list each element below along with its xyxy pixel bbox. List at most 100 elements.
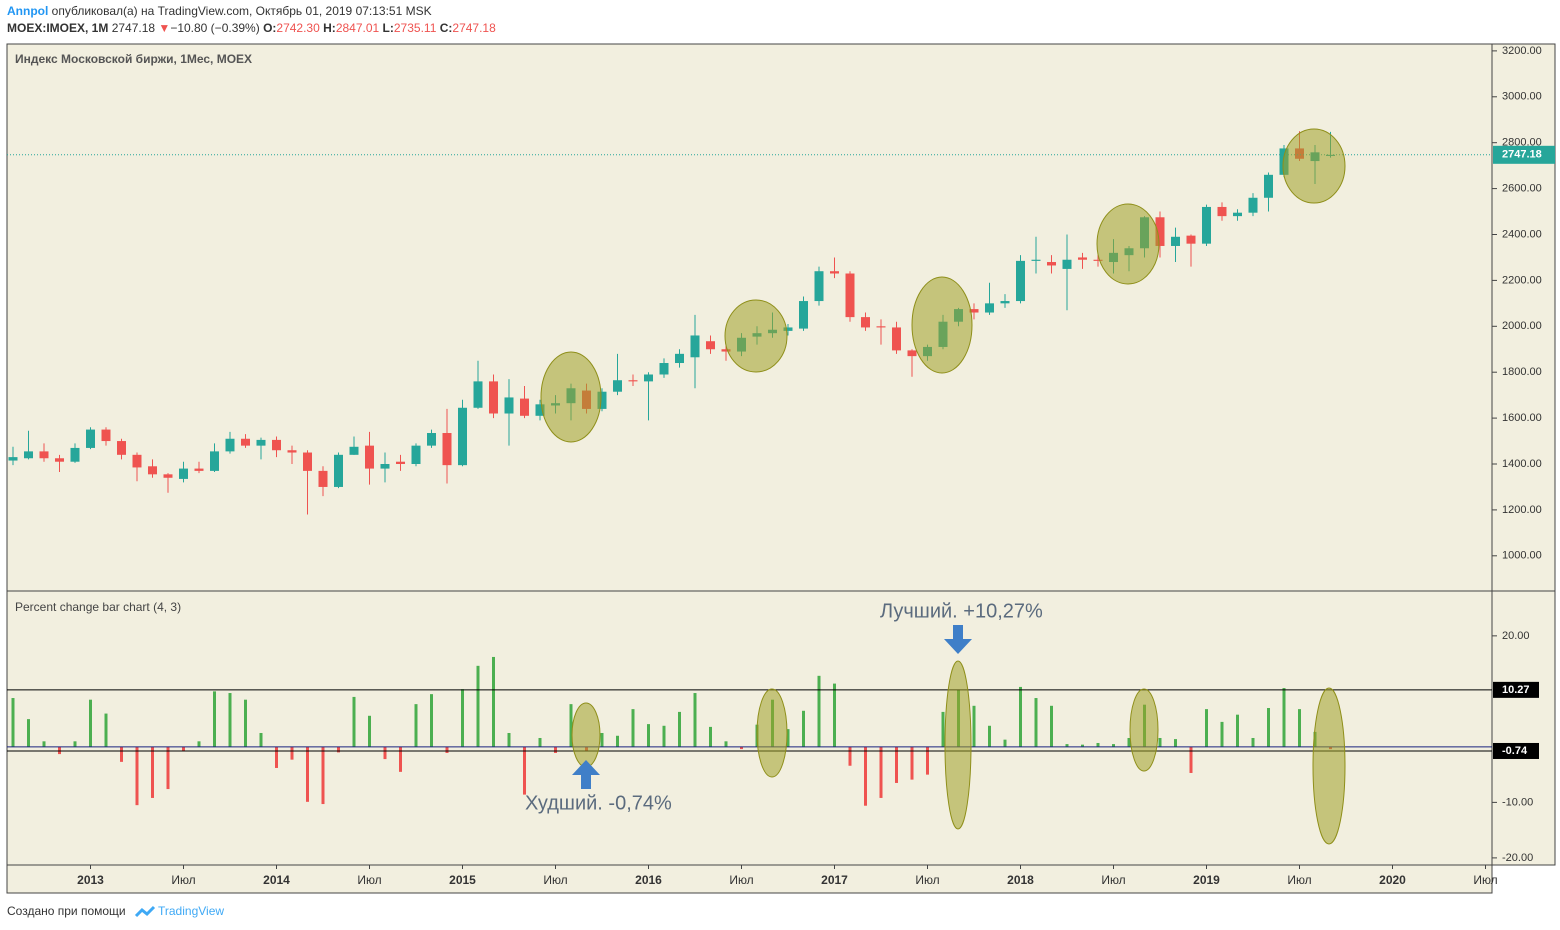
bar (104, 713, 108, 747)
candle-body (535, 404, 545, 416)
bar (1220, 721, 1224, 747)
y-tick-label: 3200.00 (1502, 45, 1542, 57)
x-tick-label: 2020 (1379, 873, 1406, 887)
y-tick-label: 2600.00 (1502, 182, 1542, 194)
bar (1050, 705, 1053, 747)
candle-body (303, 452, 312, 471)
bar (1158, 737, 1162, 747)
bar (197, 741, 201, 747)
candle-body (132, 454, 142, 468)
candle-body (876, 326, 886, 328)
bar (275, 746, 278, 768)
y-tick-label: -10.00 (1502, 796, 1533, 808)
bar (538, 737, 542, 747)
candle-body (86, 429, 95, 448)
arrow-down (944, 625, 972, 654)
bar (647, 724, 650, 747)
arrow-up (572, 760, 600, 789)
chart-area (6, 43, 1493, 866)
x-tick-label: 2016 (635, 873, 662, 887)
bar (228, 693, 232, 747)
bar (848, 746, 852, 766)
candle-body (473, 381, 483, 408)
highlights (540, 128, 1346, 845)
header-line-2: MOEX:IMOEX, 1M 2747.18 ▼−10.80 (−0.39%) … (7, 21, 496, 35)
x-tick-label: 2014 (263, 873, 290, 887)
candle-body (334, 454, 343, 487)
ohlc-value: 2735.11 (394, 21, 437, 35)
bar (73, 741, 77, 747)
footer-brand[interactable]: TradingView (158, 904, 224, 918)
candle-body (520, 398, 529, 416)
bar (693, 693, 697, 747)
bar (1096, 742, 1100, 747)
x-tick-label: Июл (1101, 873, 1125, 887)
main-title: Индекс Московской биржи, 1Мес, MOEX (15, 52, 252, 66)
level-box (1493, 681, 1539, 698)
candle-body (287, 450, 297, 453)
y-tick-label: 1800.00 (1502, 366, 1542, 378)
candle-body (1093, 259, 1103, 261)
bar (383, 746, 387, 760)
bar (476, 665, 480, 747)
bar (1112, 744, 1115, 747)
bar (461, 689, 464, 747)
candle-body (411, 445, 421, 464)
candle-body (783, 327, 793, 331)
change: −10.80 (−0.39%) (170, 21, 259, 35)
bar (802, 710, 805, 747)
candle-body (1171, 236, 1180, 246)
bar (1081, 744, 1084, 747)
bar (1065, 744, 1069, 747)
price-axis (1491, 43, 1556, 866)
bar (616, 735, 619, 747)
author[interactable]: Annpol (7, 4, 48, 18)
bar (631, 709, 635, 747)
candle-body (70, 447, 80, 462)
candle-body (814, 271, 824, 302)
bar (817, 675, 821, 747)
bar (678, 711, 681, 747)
x-tick-label: 2015 (449, 873, 476, 887)
bar (1003, 739, 1007, 747)
bar (786, 729, 790, 747)
bar (709, 726, 712, 747)
bar (213, 691, 216, 747)
bar (523, 746, 526, 795)
bar (1236, 714, 1239, 747)
x-tick-label: Июл (1473, 873, 1497, 887)
candle-body (597, 391, 607, 409)
candle-body (489, 381, 498, 414)
bar (244, 699, 247, 747)
x-tick-label: 2018 (1007, 873, 1034, 887)
best-annotation: Лучший. +10,27% (880, 600, 1043, 622)
candle-body (907, 350, 917, 357)
y-tick-label: 1000.00 (1502, 550, 1542, 562)
candle-body (721, 349, 731, 352)
highlight (756, 688, 788, 778)
bar (740, 746, 743, 750)
x-tick-label: 2019 (1193, 873, 1220, 887)
x-tick-label: Июл (729, 873, 753, 887)
candle-body (24, 451, 33, 459)
bar (926, 746, 929, 775)
candle-body (1217, 206, 1227, 217)
y-tick-label: 20.00 (1502, 630, 1530, 642)
bar (166, 746, 170, 790)
candle-body (8, 457, 18, 461)
candle-body (194, 468, 204, 471)
x-tick-label: Июл (1287, 873, 1311, 887)
bar (352, 696, 356, 747)
ohlc-value: 2747.18 (452, 21, 496, 35)
y-tick-label: 1400.00 (1502, 458, 1542, 470)
bar (89, 699, 92, 747)
ohlc-value: 2742.30 (276, 21, 320, 35)
bar (1267, 708, 1270, 747)
bar (306, 746, 309, 802)
candle-body (690, 335, 700, 358)
candle-body (148, 466, 157, 475)
level-box (1493, 742, 1539, 759)
y-tick-label: 1200.00 (1502, 504, 1542, 516)
bar (290, 746, 294, 760)
